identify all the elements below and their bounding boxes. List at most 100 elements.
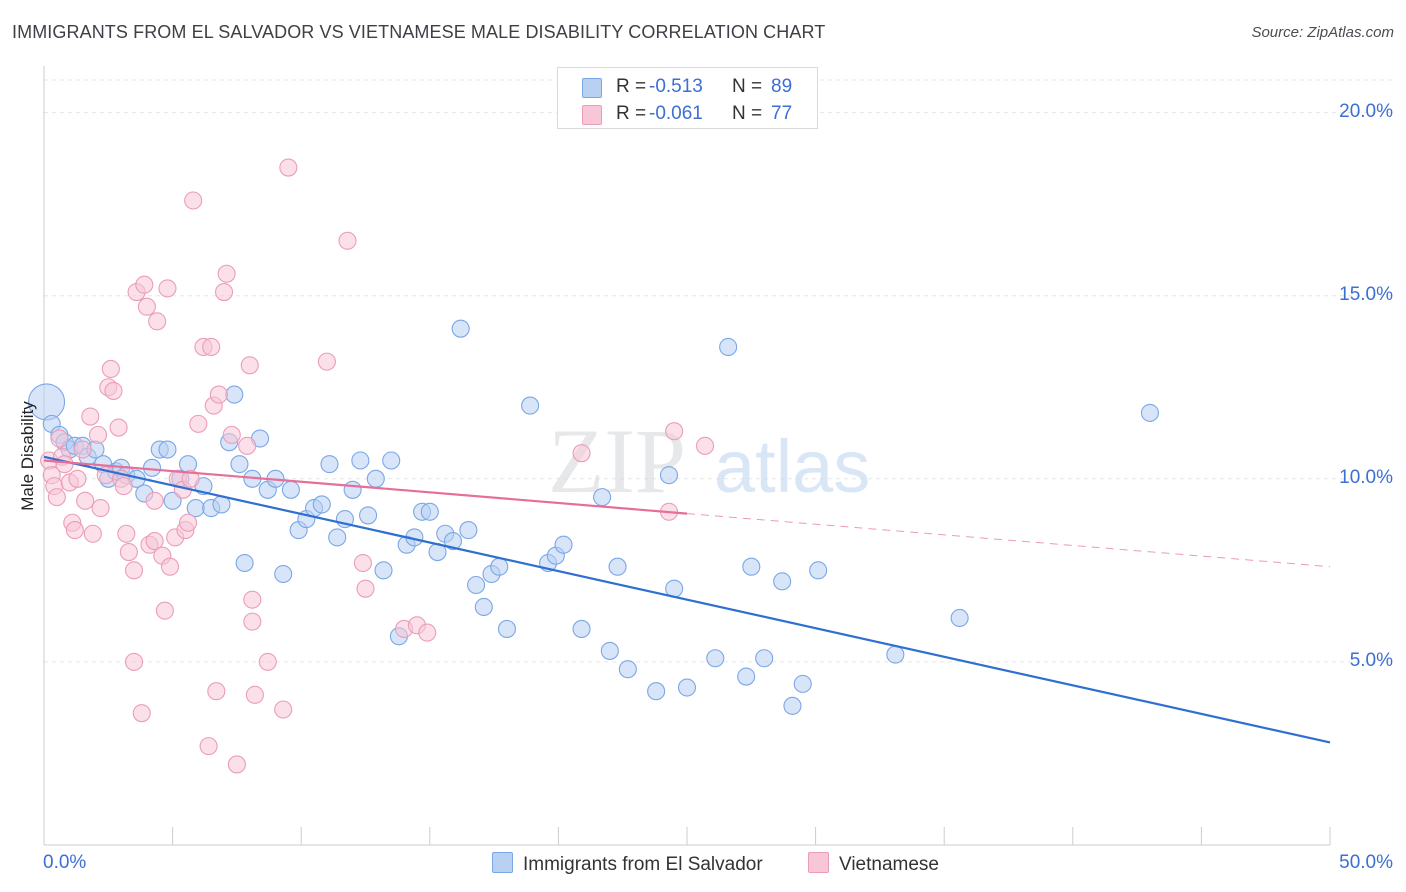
data-point-vietnamese xyxy=(418,623,437,642)
data-point-vietnamese xyxy=(243,590,262,609)
data-point-vietnamese xyxy=(50,429,69,448)
data-point-vietnamese xyxy=(124,561,144,580)
legend-swatch-pink xyxy=(808,852,829,873)
data-point-vietnamese xyxy=(109,418,128,437)
data-point-vietnamese xyxy=(47,488,66,507)
data-point-vietnamese xyxy=(160,557,180,576)
data-point-el-salvador xyxy=(647,682,666,701)
legend-item-vietnamese: Vietnamese xyxy=(808,852,939,876)
data-point-el-salvador xyxy=(320,455,339,474)
n-value: 77 xyxy=(771,103,793,124)
data-point-el-salvador xyxy=(451,319,470,338)
data-point-el-salvador xyxy=(783,696,802,715)
data-point-el-salvador xyxy=(382,451,401,470)
y-tick-label: 15.0% xyxy=(1339,283,1393,305)
data-point-vietnamese xyxy=(155,601,174,620)
data-point-el-salvador xyxy=(809,561,828,580)
n-value: 89 xyxy=(771,76,793,97)
data-point-vietnamese xyxy=(695,436,715,455)
data-point-vietnamese xyxy=(158,279,177,298)
data-point-vietnamese xyxy=(119,542,138,562)
data-point-vietnamese xyxy=(145,532,164,551)
legend-label: Immigrants from El Salvador xyxy=(523,854,763,875)
data-point-vietnamese xyxy=(572,444,591,463)
trend-lines xyxy=(43,455,1331,744)
data-point-vietnamese xyxy=(227,755,246,774)
data-point-el-salvador xyxy=(142,458,162,477)
legend-swatch-blue xyxy=(492,852,513,873)
data-point-el-salvador xyxy=(474,597,493,617)
data-point-el-salvador xyxy=(521,396,540,415)
data-point-vietnamese xyxy=(199,737,218,756)
data-point-el-salvador xyxy=(443,532,462,551)
data-point-vietnamese xyxy=(214,283,234,302)
data-point-vietnamese xyxy=(184,191,203,210)
data-point-vietnamese xyxy=(189,414,208,433)
data-point-vietnamese xyxy=(83,524,102,543)
data-point-vietnamese xyxy=(245,685,264,704)
r-value: -0.513 xyxy=(649,76,703,97)
data-point-vietnamese xyxy=(137,297,156,316)
data-point-el-salvador xyxy=(230,455,249,474)
data-point-el-salvador xyxy=(737,667,756,686)
data-point-el-salvador xyxy=(366,469,385,488)
series-el-salvador-points xyxy=(28,319,1160,715)
y-tick-label: 10.0% xyxy=(1339,466,1393,488)
legend-item-el-salvador: Immigrants from El Salvador xyxy=(492,852,763,876)
data-point-el-salvador xyxy=(343,480,362,499)
data-point-el-salvador xyxy=(274,564,293,584)
trend-line-el-salvador xyxy=(43,455,1331,744)
data-point-vietnamese xyxy=(202,337,221,357)
data-point-el-salvador xyxy=(886,645,905,664)
data-point-el-salvador xyxy=(235,553,254,573)
data-point-vietnamese xyxy=(178,513,198,532)
data-point-el-salvador xyxy=(554,535,573,554)
data-point-el-salvador xyxy=(572,619,591,638)
data-point-el-salvador xyxy=(950,608,969,628)
data-point-el-salvador xyxy=(677,678,697,697)
watermark-zip: ZIP xyxy=(548,410,686,512)
data-point-el-salvador xyxy=(459,521,478,540)
y-axis-label: Male Disability xyxy=(18,401,37,511)
data-point-el-salvador xyxy=(490,557,509,576)
data-point-el-salvador xyxy=(773,572,792,591)
data-point-vietnamese xyxy=(148,312,167,331)
data-point-vietnamese xyxy=(114,477,133,496)
data-point-el-salvador xyxy=(467,575,486,595)
y-tick-label: 5.0% xyxy=(1349,649,1393,671)
data-point-vietnamese xyxy=(91,499,110,518)
data-point-vietnamese xyxy=(209,385,228,404)
r-label: R = xyxy=(616,103,647,124)
data-point-el-salvador xyxy=(593,488,612,507)
data-point-el-salvador xyxy=(158,440,177,459)
data-point-el-salvador xyxy=(497,619,517,638)
y-tick-label: 20.0% xyxy=(1339,100,1393,122)
data-point-vietnamese xyxy=(132,704,151,723)
data-point-vietnamese xyxy=(55,455,74,474)
data-point-vietnamese xyxy=(240,356,259,375)
data-point-vietnamese xyxy=(117,524,136,543)
data-point-vietnamese xyxy=(207,682,226,701)
data-point-el-salvador xyxy=(608,557,627,576)
data-point-el-salvador xyxy=(328,528,347,547)
data-point-vietnamese xyxy=(356,579,375,598)
data-point-el-salvador xyxy=(420,502,439,521)
data-point-vietnamese xyxy=(243,612,262,631)
legend-swatch-blue xyxy=(582,78,602,98)
data-point-vietnamese xyxy=(181,469,200,488)
data-point-el-salvador xyxy=(178,455,198,474)
data-point-el-salvador xyxy=(618,660,637,679)
data-point-el-salvador xyxy=(281,480,300,499)
data-point-vietnamese xyxy=(124,652,144,671)
data-point-vietnamese xyxy=(65,521,84,540)
data-point-el-salvador xyxy=(351,451,370,470)
data-point-vietnamese xyxy=(135,275,154,294)
n-label: N = xyxy=(732,103,763,124)
data-point-el-salvador xyxy=(600,641,619,660)
data-point-vietnamese xyxy=(76,491,95,510)
data-point-vietnamese xyxy=(279,158,298,177)
source-label: Source: ZipAtlas.com xyxy=(1251,24,1394,41)
data-point-el-salvador xyxy=(793,674,812,693)
data-point-vietnamese xyxy=(104,381,123,400)
